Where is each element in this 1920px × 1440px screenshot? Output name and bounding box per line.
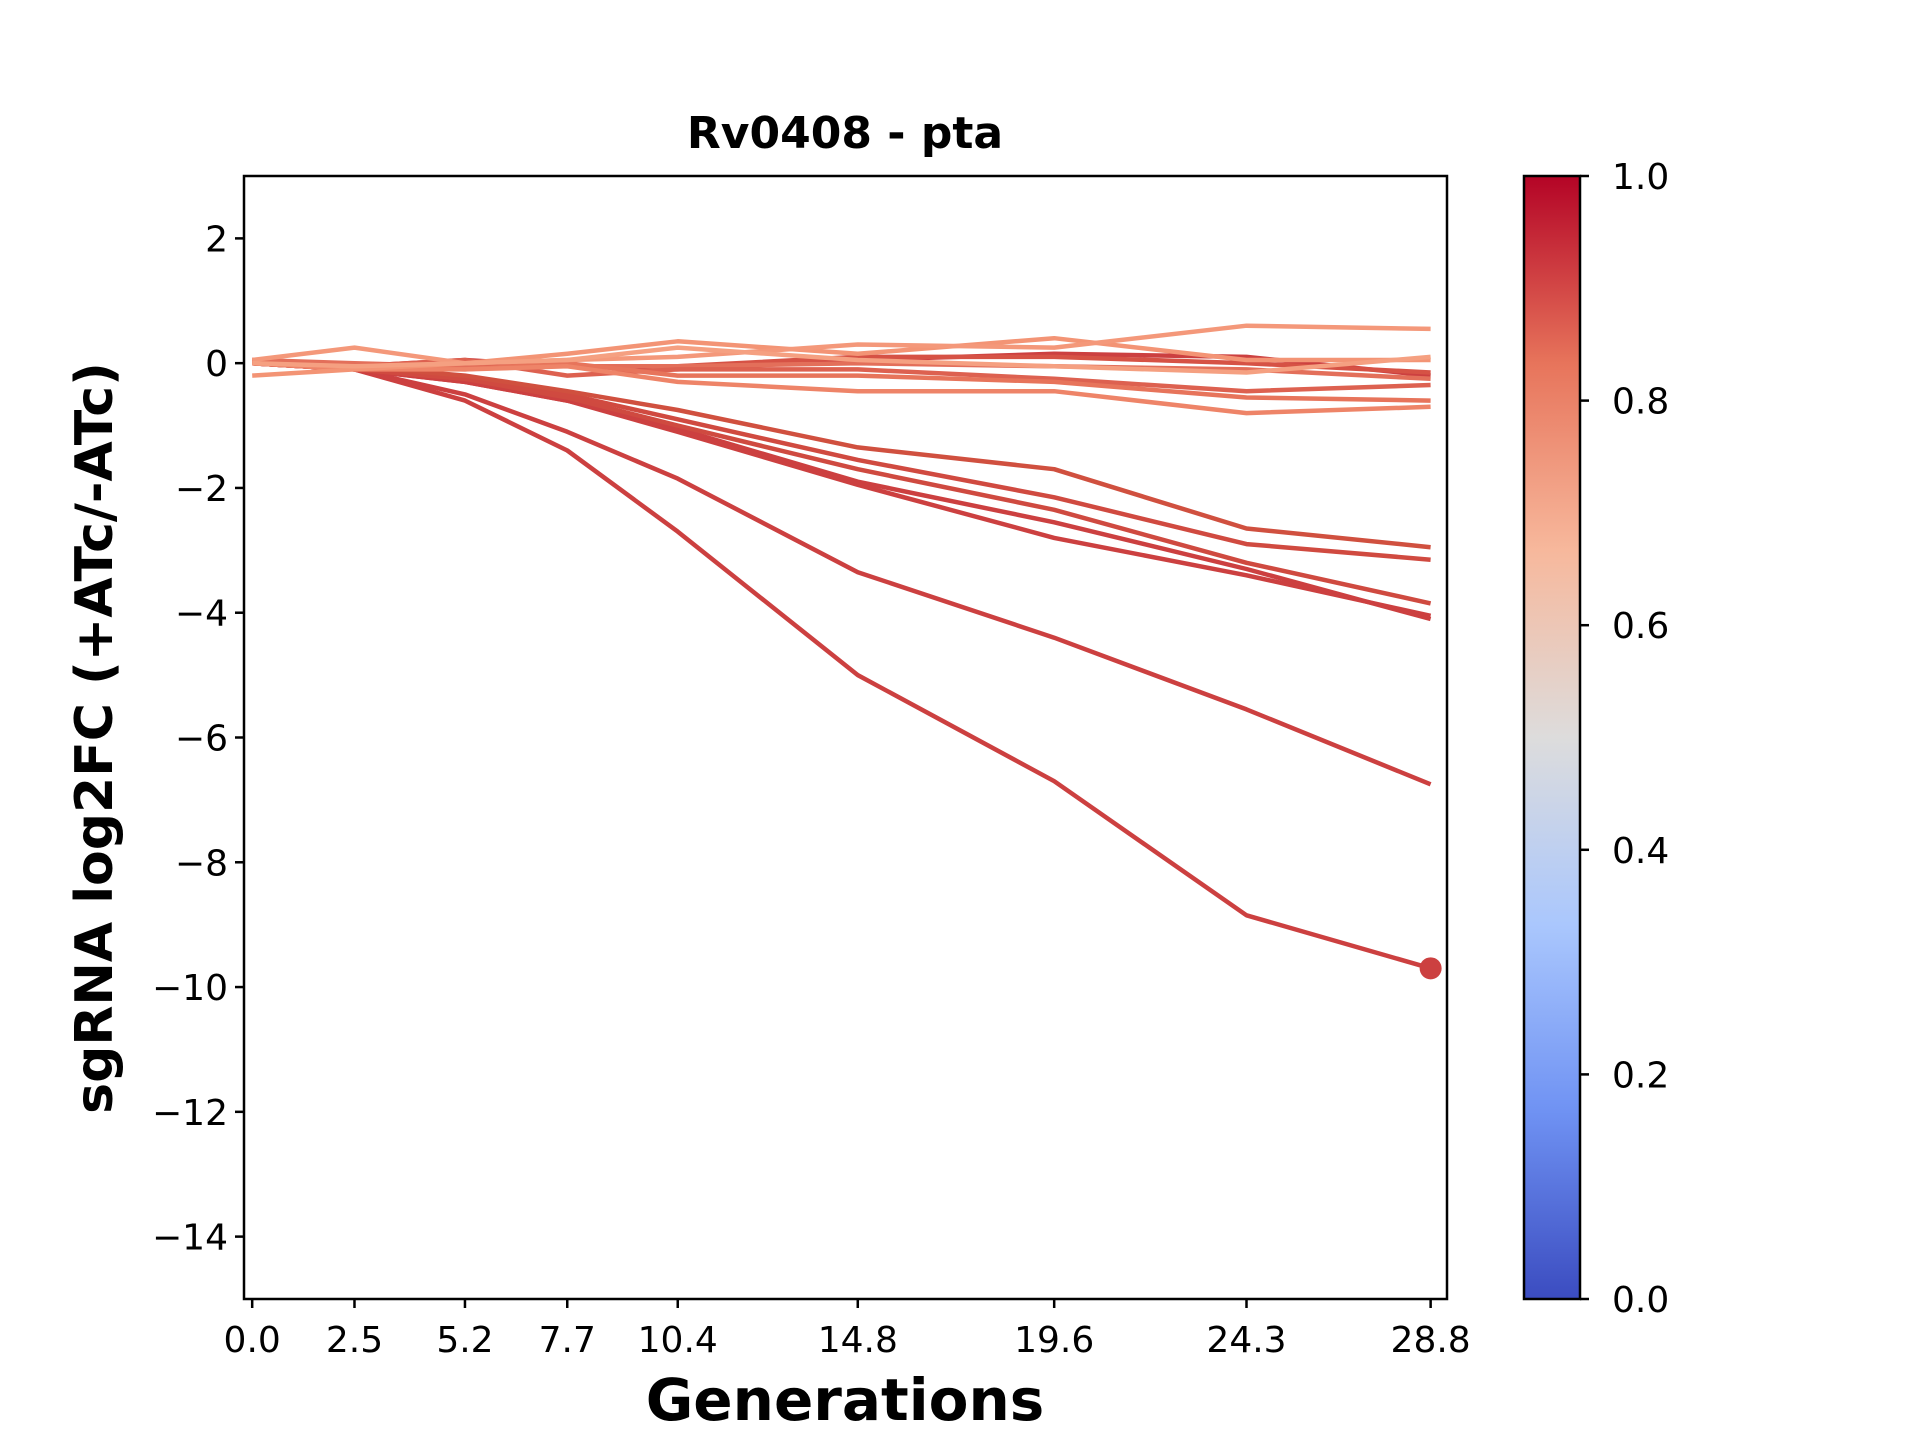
x-tick-label: 5.2 <box>436 1320 493 1361</box>
colorbar-tick-label: 0.8 <box>1612 382 1669 423</box>
x-axis: 0.0 2.5 5.2 7.7 10.4 14.8 19.6 24.3 28.8 <box>224 1299 1471 1361</box>
colorbar-ticks: 1.0 0.8 0.6 0.4 0.2 0.0 <box>1580 157 1669 1321</box>
x-tick-label: 2.5 <box>326 1320 383 1361</box>
x-tick-label: 19.6 <box>1014 1320 1094 1361</box>
y-tick-label: −10 <box>152 968 228 1009</box>
series-line-4 <box>252 360 1432 622</box>
colorbar-tick-label: 1.0 <box>1612 157 1669 198</box>
x-tick-label: 14.8 <box>818 1320 898 1361</box>
colorbar-tick-label: 0.6 <box>1612 606 1669 647</box>
y-tick-label: 2 <box>205 219 228 260</box>
plot-area <box>242 174 1449 1301</box>
chart-title: Rv0408 - pta <box>687 108 1003 159</box>
colorbar-frame <box>1522 174 1582 1301</box>
series-line-3 <box>252 360 1432 618</box>
x-axis-label: Generations <box>646 1366 1045 1434</box>
colorbar-tick-label: 0.0 <box>1612 1280 1669 1321</box>
y-tick-label: −12 <box>152 1093 228 1134</box>
series-line-2 <box>252 360 1432 787</box>
y-tick-label: −2 <box>175 469 228 510</box>
colorbar-tick-label: 0.4 <box>1612 831 1669 872</box>
colorbar-gradient <box>1524 176 1580 1299</box>
series-end-point <box>1419 957 1442 980</box>
x-tick-label: 0.0 <box>224 1320 281 1361</box>
series-line-15 <box>251 323 1431 366</box>
colorbar-tick-label: 0.2 <box>1612 1055 1669 1096</box>
y-tick-label: −14 <box>152 1218 228 1259</box>
series-line-16 <box>252 345 1431 375</box>
y-tick-label: −8 <box>175 843 228 884</box>
x-tick-label: 24.3 <box>1206 1320 1286 1361</box>
y-axis: 2 0 −2 −4 −6 −8 −10 −12 −14 <box>152 219 244 1259</box>
y-tick-label: −6 <box>175 719 228 760</box>
y-tick-label: 0 <box>205 344 228 385</box>
x-tick-label: 28.8 <box>1391 1320 1471 1361</box>
x-tick-label: 10.4 <box>638 1320 718 1361</box>
colorbar: 1.0 0.8 0.6 0.4 0.2 0.0 <box>1522 157 1669 1321</box>
y-axis-label: sgRNA log2FC (+ATc/-ATc) <box>65 362 125 1114</box>
series-line-6 <box>252 360 1431 562</box>
series-layer <box>251 323 1442 980</box>
x-tick-label: 7.7 <box>539 1320 596 1361</box>
y-tick-label: −4 <box>175 594 228 635</box>
